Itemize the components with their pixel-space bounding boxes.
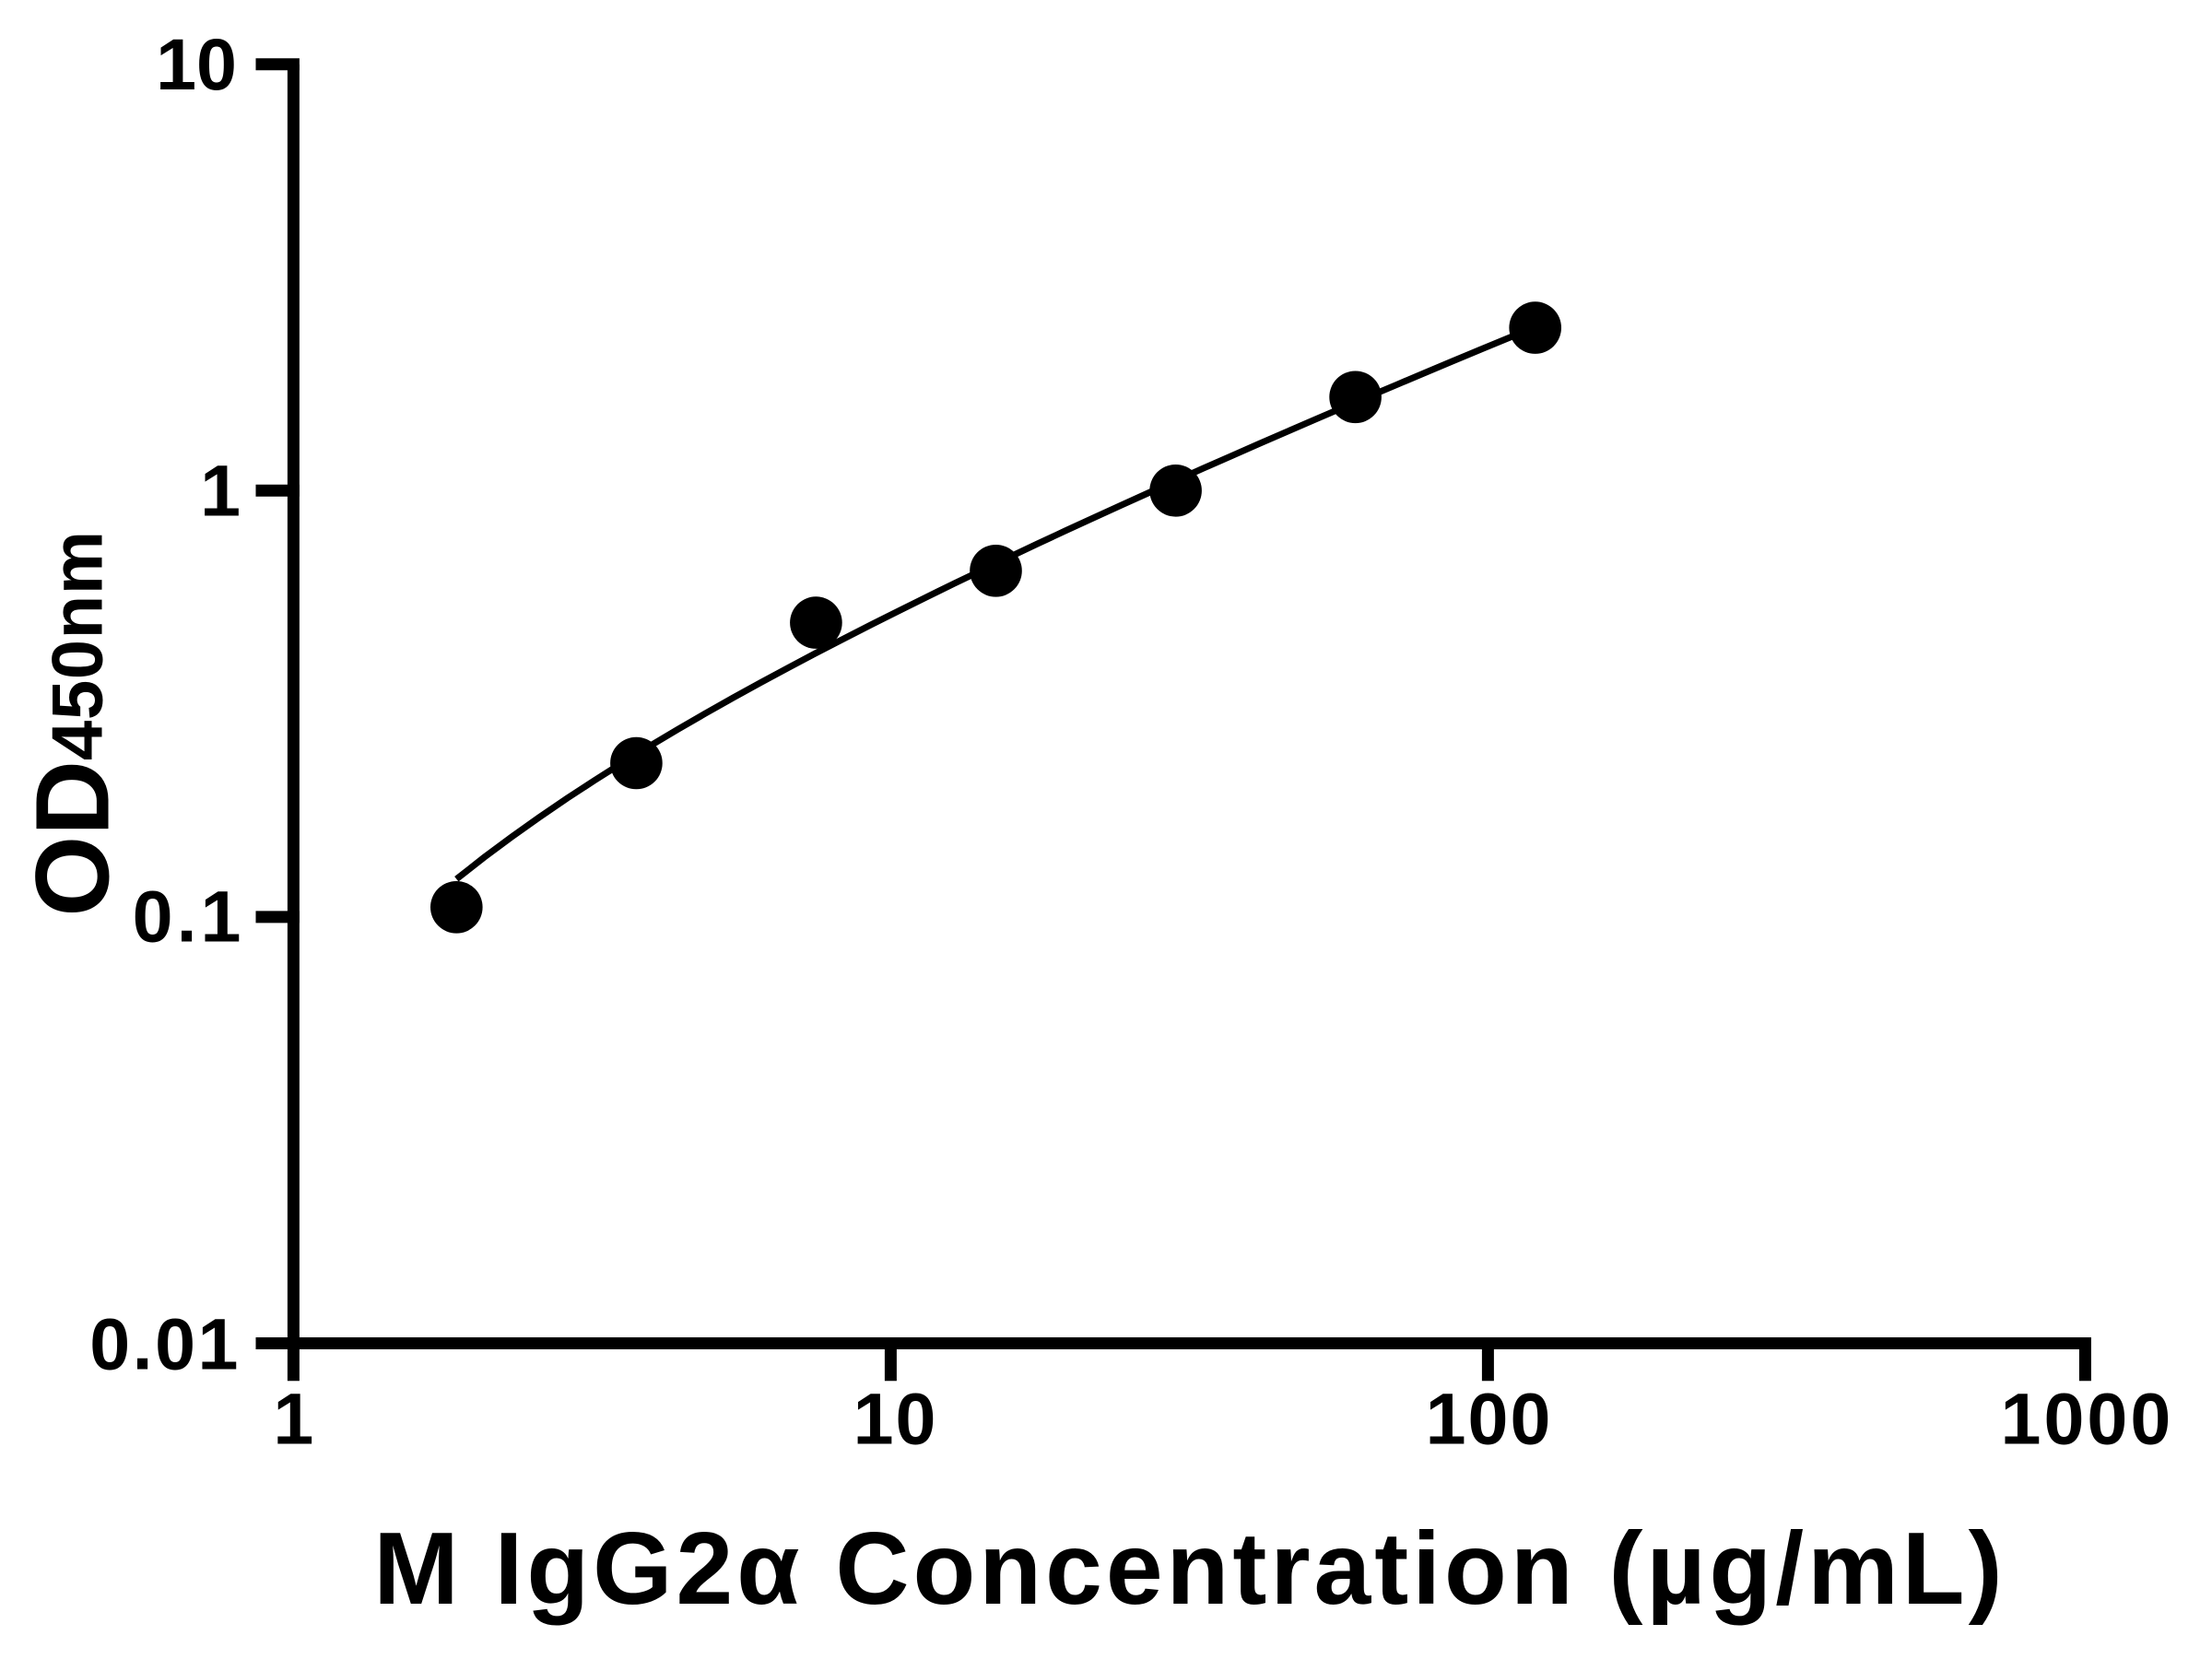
svg-text:10: 10 xyxy=(853,1378,938,1460)
svg-text:0.01: 0.01 xyxy=(89,1303,241,1385)
svg-text:1: 1 xyxy=(273,1378,313,1460)
svg-text:100: 100 xyxy=(1426,1378,1553,1460)
svg-text:M IgG2α Concentration (µg/mL): M IgG2α Concentration (µg/mL) xyxy=(373,1512,2006,1626)
svg-text:1: 1 xyxy=(200,450,241,532)
svg-text:1000: 1000 xyxy=(2001,1378,2174,1460)
svg-text:0.1: 0.1 xyxy=(133,875,245,957)
svg-text:10: 10 xyxy=(156,23,237,105)
